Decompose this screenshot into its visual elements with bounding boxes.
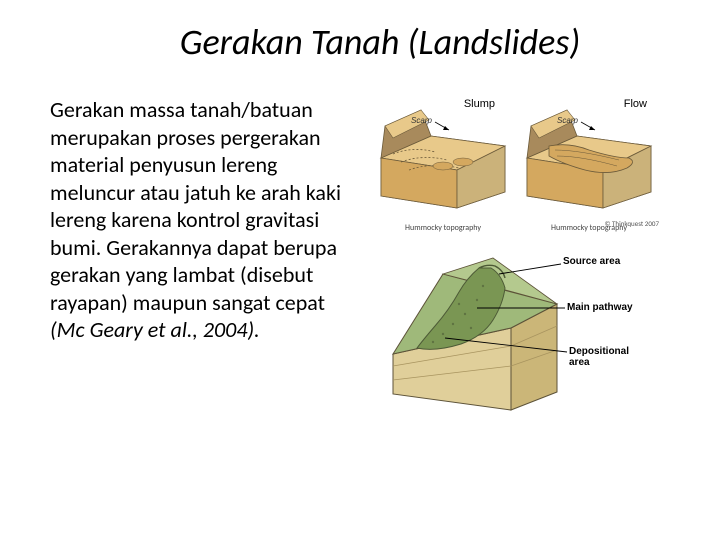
flow-scarp-label: Scarp <box>557 116 578 125</box>
slide: Gerakan Tanah (Landslides) Gerakan massa… <box>0 0 720 540</box>
body-text: Gerakan massa tanah/batuan merupakan pro… <box>50 96 355 414</box>
flow-scarp-arrow-icon <box>579 120 599 132</box>
slump-scarp-arrow-icon <box>433 120 453 132</box>
figure-column: Slump Scarp Hummocky topography <box>373 96 680 414</box>
content-row: Gerakan massa tanah/batuan merupakan pro… <box>50 96 680 414</box>
figure-flow: Flow Scarp Hummocky topography © Thinkqu… <box>519 96 659 216</box>
figure-block: Source area Main pathway Depositional ar… <box>383 234 643 414</box>
slump-svg <box>373 96 513 216</box>
body-text-main: Gerakan massa tanah/batuan merupakan pro… <box>50 96 341 316</box>
flow-copyright: © Thinkquest 2007 <box>605 219 659 228</box>
block-deposit-label: Depositional area <box>569 346 643 368</box>
slide-title: Gerakan Tanah (Landslides) <box>50 20 680 64</box>
slump-caption: Hummocky topography <box>373 223 513 233</box>
block-pathway-label: Main pathway <box>567 302 633 313</box>
citation: (Mc Geary et al., 2004). <box>50 316 260 343</box>
flow-svg <box>519 96 659 216</box>
slump-scarp-label: Scarp <box>411 116 432 125</box>
top-figures-row: Slump Scarp Hummocky topography <box>373 96 680 216</box>
slump-title-label: Slump <box>464 98 495 110</box>
block-source-label: Source area <box>563 256 620 267</box>
flow-title-label: Flow <box>624 98 647 110</box>
figure-slump: Slump Scarp Hummocky topography <box>373 96 513 216</box>
